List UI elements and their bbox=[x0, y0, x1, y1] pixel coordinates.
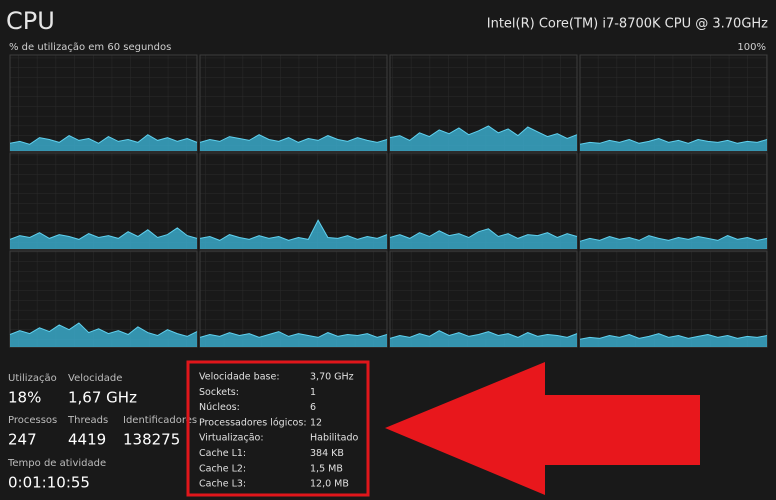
graph-cell bbox=[579, 54, 768, 152]
cpu-area bbox=[200, 331, 387, 347]
red-arrow bbox=[385, 362, 700, 495]
cpu-line bbox=[9, 134, 198, 145]
cpu-area bbox=[580, 138, 767, 151]
detail-label: Núcleos: bbox=[199, 402, 240, 413]
stat-label: Velocidade bbox=[68, 373, 122, 384]
detail-value: 3,70 GHz bbox=[310, 372, 354, 383]
graph-cell bbox=[199, 152, 388, 250]
detail-value: 12 bbox=[310, 417, 322, 428]
cpu-line bbox=[579, 333, 768, 340]
detail-label: Velocidade base: bbox=[199, 372, 280, 383]
graph-cell bbox=[199, 54, 388, 152]
graph-cell bbox=[9, 152, 198, 250]
stat-label: Threads bbox=[67, 415, 108, 426]
cpu-line bbox=[199, 331, 388, 338]
stat-value: 0:01:10:55 bbox=[8, 474, 90, 492]
graph-max: 100% bbox=[737, 42, 766, 53]
cpu-line bbox=[9, 227, 198, 240]
detail-value: Habilitado bbox=[310, 433, 358, 444]
cpu-line bbox=[389, 228, 578, 239]
detail-label: Virtualização: bbox=[199, 433, 264, 444]
stats: Utilização 18% Velocidade 1,67 GHz Processos… bbox=[7, 373, 197, 492]
processor-name: Intel(R) Core(TM) i7-8700K CPU @ 3.70GHz bbox=[487, 17, 768, 32]
cpu-line bbox=[389, 330, 578, 339]
cpu-area bbox=[200, 220, 387, 249]
graph-cell bbox=[579, 250, 768, 348]
stat-value: 138275 bbox=[123, 431, 180, 449]
detail-value: 384 KB bbox=[310, 448, 344, 459]
detail-label: Cache L1: bbox=[199, 448, 246, 459]
details: Velocidade base: 3,70 GHz Sockets: 1 Núcleos… bbox=[199, 372, 358, 490]
cpu-area bbox=[200, 134, 387, 151]
graph-cell bbox=[389, 250, 578, 348]
graph-cell bbox=[579, 152, 768, 250]
cpu-area bbox=[390, 228, 577, 249]
cpu-line bbox=[199, 134, 388, 143]
graph-caption: % de utilização em 60 segundos bbox=[9, 42, 171, 53]
detail-label: Cache L2: bbox=[199, 463, 246, 474]
stat-value: 247 bbox=[8, 431, 37, 449]
graphs bbox=[9, 54, 768, 348]
stat-value: 4419 bbox=[68, 431, 106, 449]
cpu-area bbox=[10, 227, 197, 249]
cpu-area bbox=[390, 330, 577, 347]
stat-label: Identificadores bbox=[123, 415, 197, 426]
detail-value: 1 bbox=[310, 387, 316, 398]
cpu-line bbox=[579, 137, 768, 145]
detail-value: 1,5 MB bbox=[310, 463, 343, 474]
stat-label: Processos bbox=[8, 415, 57, 426]
detail-label: Processadores lógicos: bbox=[199, 417, 307, 428]
detail-label: Cache L3: bbox=[199, 479, 246, 490]
graph-cell bbox=[9, 54, 198, 152]
cpu-area bbox=[580, 235, 767, 249]
cpu-line bbox=[389, 125, 578, 141]
page-title: CPU bbox=[6, 7, 55, 35]
graph-cell bbox=[199, 250, 388, 348]
stat-value: 1,67 GHz bbox=[68, 389, 137, 407]
stat-label: Tempo de atividade bbox=[7, 458, 106, 469]
cpu-line bbox=[579, 235, 768, 242]
cpu-area bbox=[10, 323, 197, 347]
cpu-line bbox=[199, 219, 388, 241]
cpu-line bbox=[9, 322, 198, 337]
detail-value: 12,0 MB bbox=[310, 479, 349, 490]
detail-value: 6 bbox=[310, 402, 316, 413]
detail-label: Sockets: bbox=[199, 387, 239, 398]
cpu-area bbox=[390, 126, 577, 151]
cpu-area bbox=[10, 134, 197, 151]
highlight-box bbox=[186, 360, 370, 497]
stat-label: Utilização bbox=[8, 373, 57, 384]
stat-value: 18% bbox=[8, 389, 41, 407]
